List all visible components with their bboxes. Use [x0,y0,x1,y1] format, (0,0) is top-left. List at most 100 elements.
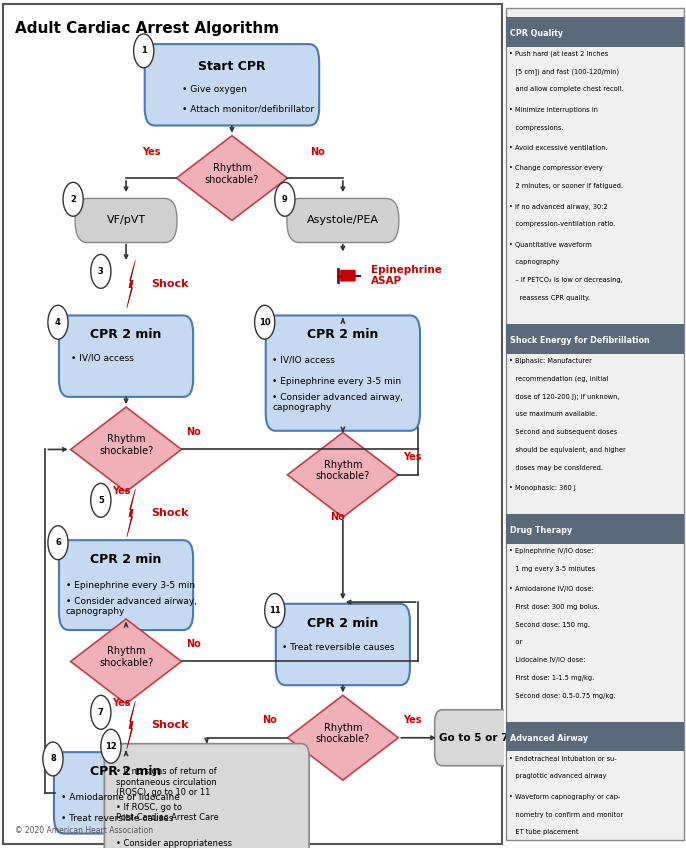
Text: and allow complete chest recoil.: and allow complete chest recoil. [509,86,624,92]
Text: Second and subsequent doses: Second and subsequent doses [509,429,617,435]
Circle shape [134,34,154,68]
Text: ET tube placement: ET tube placement [509,829,578,835]
Text: No: No [331,511,345,522]
FancyBboxPatch shape [276,604,410,685]
Text: Yes: Yes [142,147,161,157]
Text: Lidocaine IV/IO dose:: Lidocaine IV/IO dose: [509,657,585,663]
FancyBboxPatch shape [75,198,177,243]
Text: CPR 2 min: CPR 2 min [307,616,379,630]
FancyBboxPatch shape [506,722,684,751]
Text: • Treat reversible causes: • Treat reversible causes [283,643,395,651]
Text: 5: 5 [98,496,104,505]
FancyBboxPatch shape [506,17,684,47]
FancyBboxPatch shape [265,315,420,431]
FancyBboxPatch shape [435,710,513,766]
Text: • Epinephrine every 3-5 min: • Epinephrine every 3-5 min [272,377,401,386]
Text: Rhythm
shockable?: Rhythm shockable? [99,434,153,456]
Text: • Avoid excessive ventilation.: • Avoid excessive ventilation. [509,145,607,151]
FancyBboxPatch shape [145,44,319,126]
Text: CPR 2 min: CPR 2 min [91,553,162,566]
Circle shape [43,742,63,776]
Circle shape [48,526,68,560]
Text: First dose: 300 mg bolus.: First dose: 300 mg bolus. [509,604,600,610]
Text: Second dose: 0.5-0.75 mg/kg.: Second dose: 0.5-0.75 mg/kg. [509,693,615,699]
Text: • Waveform capnography or cap-: • Waveform capnography or cap- [509,794,620,800]
Text: No: No [187,427,201,437]
Text: 4: 4 [55,318,61,326]
Text: 7: 7 [98,708,104,717]
Text: • Epinephrine IV/IO dose:: • Epinephrine IV/IO dose: [509,548,593,554]
Text: Yes: Yes [112,486,130,496]
Text: 2 minutes, or sooner if fatigued.: 2 minutes, or sooner if fatigued. [509,183,623,189]
Text: • Minimize interruptions in: • Minimize interruptions in [509,107,598,113]
FancyBboxPatch shape [506,324,684,354]
Text: doses may be considered.: doses may be considered. [509,465,603,471]
Text: 1: 1 [141,47,147,55]
Circle shape [101,729,121,763]
Text: Shock Energy for Defibrillation: Shock Energy for Defibrillation [510,337,650,345]
Text: CPR 2 min: CPR 2 min [91,765,162,778]
Text: • Amiodarone or lidocaine: • Amiodarone or lidocaine [60,793,179,801]
Text: First dose: 1-1.5 mg/kg.: First dose: 1-1.5 mg/kg. [509,675,594,681]
Text: nometry to confirm and monitor: nometry to confirm and monitor [509,812,623,817]
Text: compressions.: compressions. [509,125,563,131]
Text: should be equivalent, and higher: should be equivalent, and higher [509,447,626,453]
Polygon shape [287,432,399,517]
Text: • If ROSC, go to
Post-Cardiac Arrest Care: • If ROSC, go to Post-Cardiac Arrest Car… [116,803,219,823]
Text: 1 mg every 3-5 minutes: 1 mg every 3-5 minutes [509,566,595,572]
Text: • IV/IO access: • IV/IO access [272,356,335,365]
Text: or: or [509,639,522,645]
Text: Advanced Airway: Advanced Airway [510,734,588,743]
Text: • Consider advanced airway,
capnography: • Consider advanced airway, capnography [272,393,403,412]
Text: Epinephrine
ASAP: Epinephrine ASAP [370,265,442,287]
Text: – If PETCO₂ is low or decreasing,: – If PETCO₂ is low or decreasing, [509,277,622,283]
Text: Shock: Shock [151,508,189,518]
Text: • Treat reversible causes: • Treat reversible causes [60,814,173,823]
Text: 9: 9 [282,195,287,204]
Text: • Push hard (at least 2 inches: • Push hard (at least 2 inches [509,51,608,58]
Circle shape [91,695,111,729]
FancyBboxPatch shape [59,315,193,397]
Text: Shock: Shock [151,720,189,730]
FancyBboxPatch shape [3,4,501,844]
Text: Drug Therapy: Drug Therapy [510,527,572,535]
Text: 12: 12 [105,742,117,750]
Text: • If no signs of return of
spontaneous circulation
(ROSC), go to 10 or 11: • If no signs of return of spontaneous c… [116,767,217,797]
Text: Rhythm
shockable?: Rhythm shockable? [316,460,370,482]
Text: • Endotracheal intubation or su-: • Endotracheal intubation or su- [509,756,617,762]
FancyBboxPatch shape [287,198,399,243]
Text: 6: 6 [55,538,61,547]
Text: No: No [310,147,325,157]
Text: No: No [263,715,277,725]
Polygon shape [127,701,135,749]
Text: Go to 5 or 7: Go to 5 or 7 [439,733,509,743]
Circle shape [48,305,68,339]
Text: reassess CPR quality.: reassess CPR quality. [509,295,590,301]
Text: capnography: capnography [509,259,559,265]
Text: Rhythm
shockable?: Rhythm shockable? [99,646,153,668]
Text: dose of 120-200 J); if unknown,: dose of 120-200 J); if unknown, [509,393,619,400]
Text: • Quantitative waveform: • Quantitative waveform [509,242,591,248]
Text: 10: 10 [259,318,270,326]
Polygon shape [287,695,399,780]
FancyBboxPatch shape [506,8,684,840]
Text: • Consider appropriateness
of continued resuscitation: • Consider appropriateness of continued … [116,839,232,848]
Polygon shape [176,136,287,220]
Text: • Epinephrine every 3-5 min: • Epinephrine every 3-5 min [66,581,195,589]
Text: • Attach monitor/defibrillator: • Attach monitor/defibrillator [182,104,314,113]
Text: No: No [187,639,201,649]
Text: • Biphasic: Manufacturer: • Biphasic: Manufacturer [509,358,591,364]
Polygon shape [71,619,182,704]
Circle shape [275,182,295,216]
Text: • If no advanced airway, 30:2: • If no advanced airway, 30:2 [509,204,608,209]
FancyBboxPatch shape [104,744,309,848]
Text: 3: 3 [98,267,104,276]
Text: Yes: Yes [403,715,422,725]
Text: © 2020 American Heart Association: © 2020 American Heart Association [15,826,153,835]
Text: 2: 2 [70,195,76,204]
Text: praglottic advanced airway: praglottic advanced airway [509,773,606,779]
FancyBboxPatch shape [59,540,193,630]
Text: 11: 11 [269,606,281,615]
Polygon shape [127,260,135,308]
Text: Adult Cardiac Arrest Algorithm: Adult Cardiac Arrest Algorithm [15,21,279,36]
